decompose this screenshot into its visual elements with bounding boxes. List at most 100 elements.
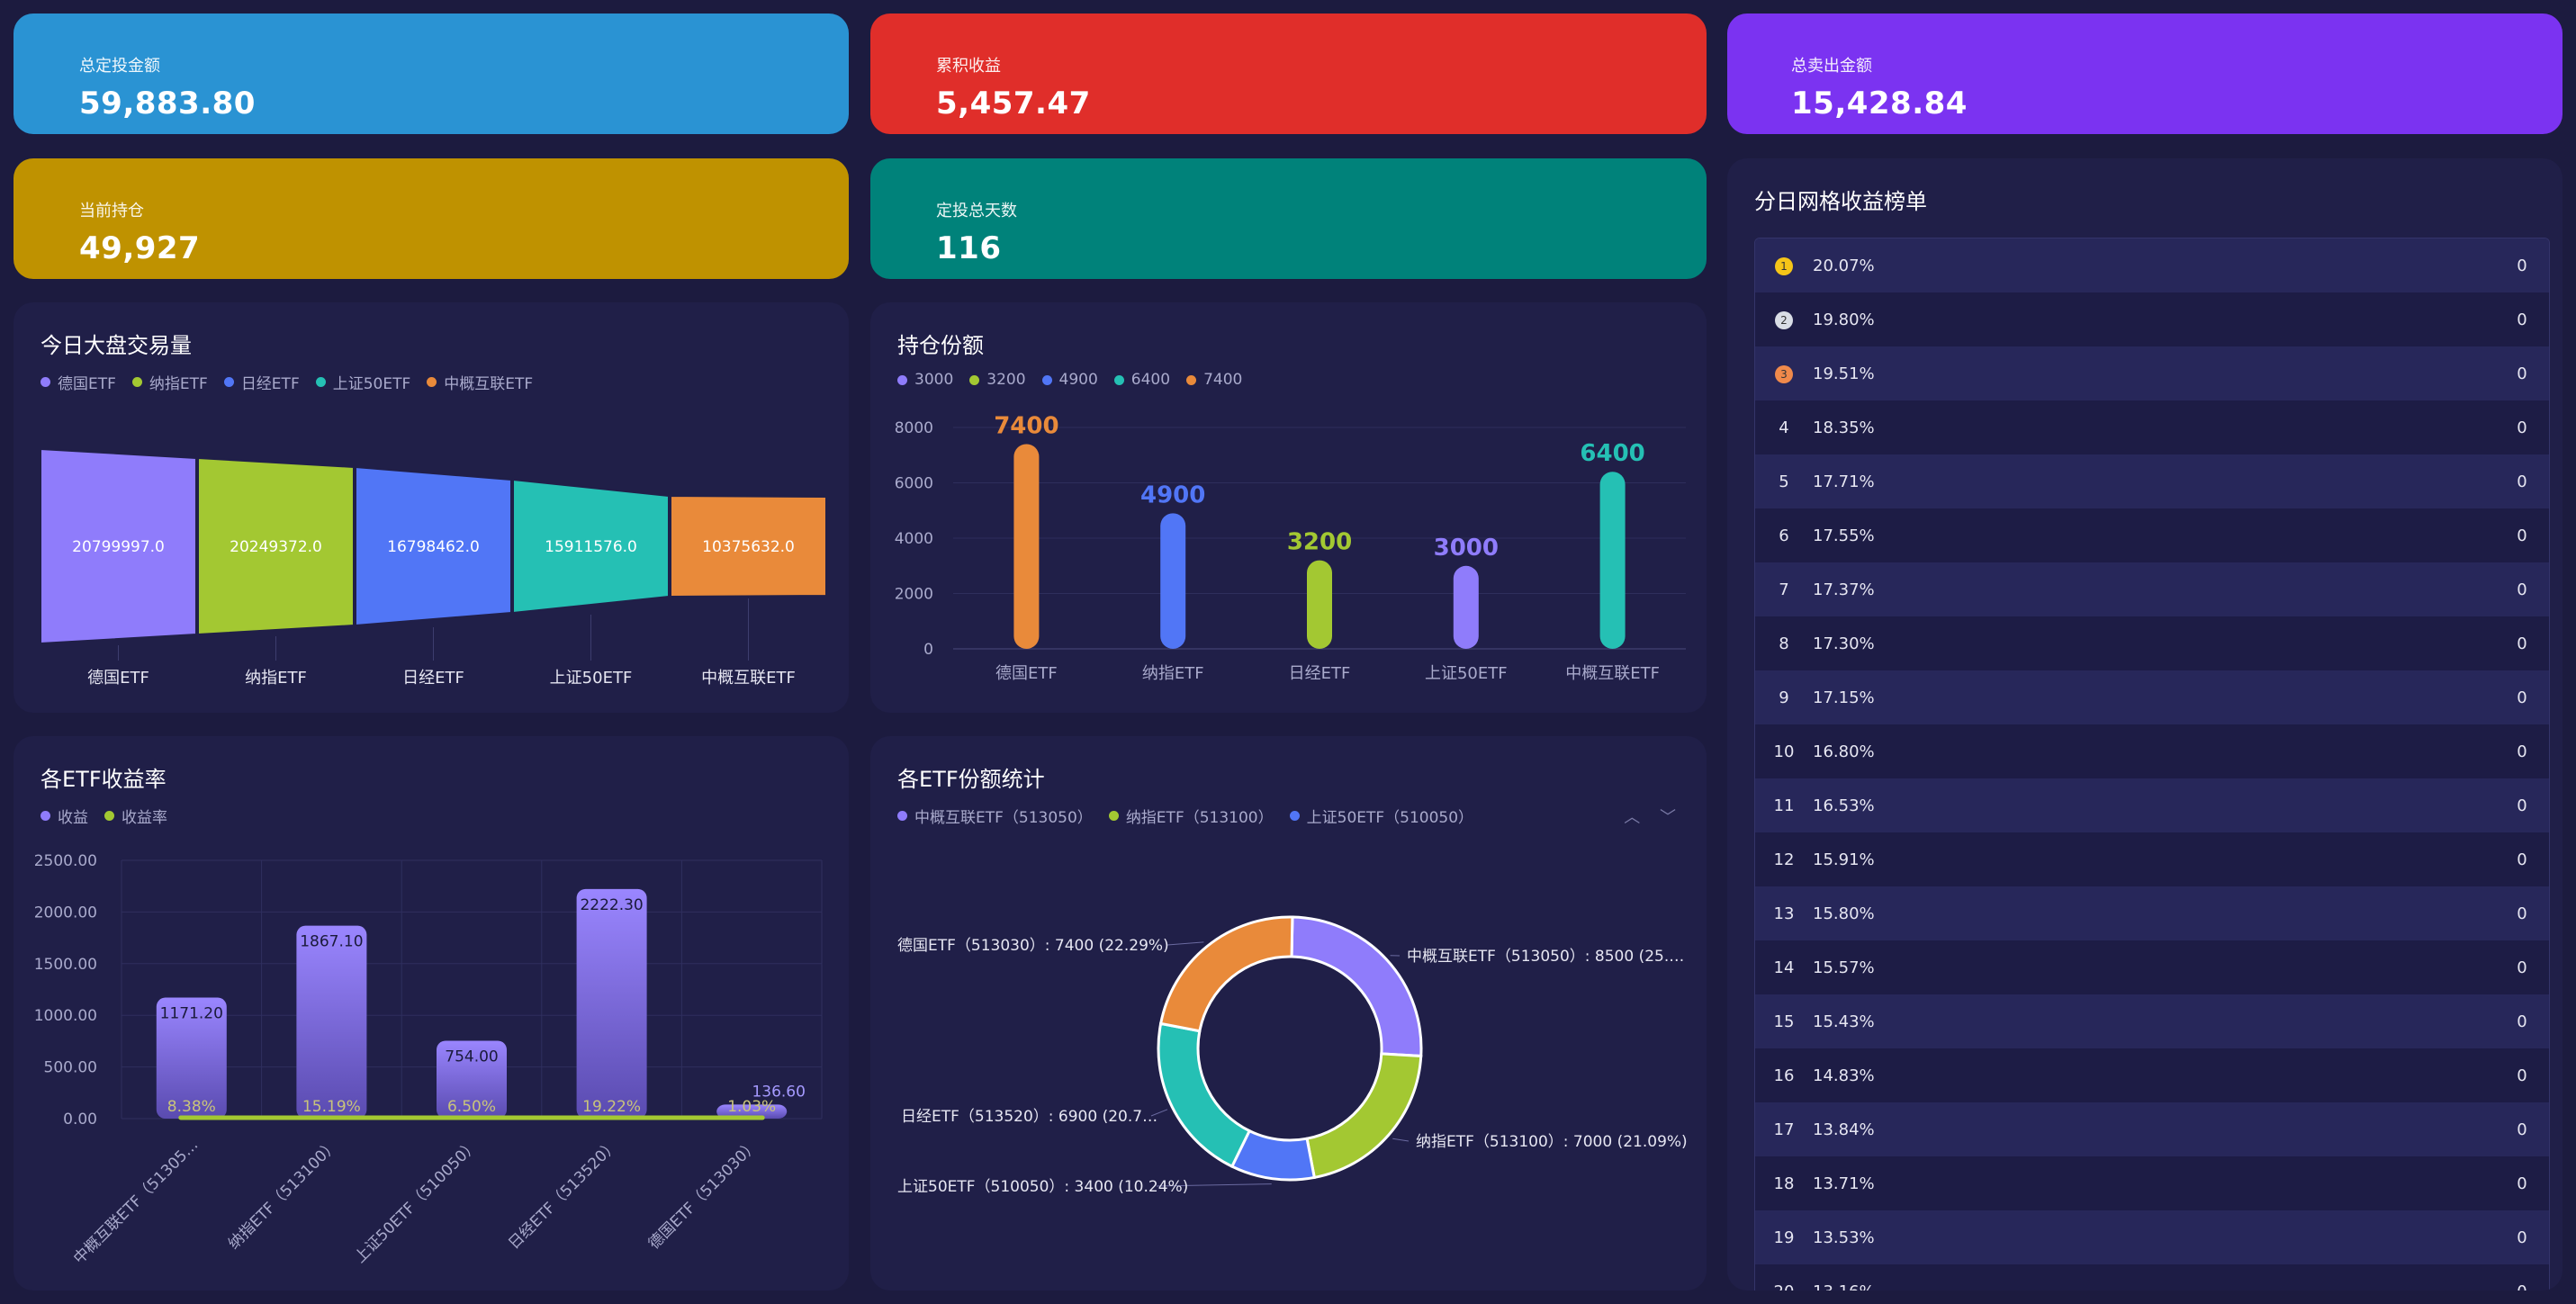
legend-dot xyxy=(315,377,326,387)
ranking-row[interactable]: 13 15.80% 0 xyxy=(1755,886,2549,940)
rank-count: 0 xyxy=(2517,1120,2527,1139)
ranking-row[interactable]: 17 13.84% 0 xyxy=(1755,1102,2549,1156)
y-tick-label: 2000 xyxy=(895,586,933,604)
ranking-row[interactable]: 10 16.80% 0 xyxy=(1755,724,2549,778)
ranking-row[interactable]: 2 19.80% 0 xyxy=(1755,292,2549,346)
funnel-category-label: 纳指ETF xyxy=(245,669,307,688)
x-tick-label: 日经ETF（513520） xyxy=(505,1136,622,1253)
holdings-bar-value: 7400 xyxy=(994,412,1058,439)
rank-count: 0 xyxy=(2517,418,2527,437)
rank-number: 7 xyxy=(1779,580,1789,599)
legend-dot xyxy=(104,811,114,821)
returns-bar xyxy=(576,888,647,1119)
legend-item[interactable]: 纳指ETF（513100） xyxy=(1108,805,1274,827)
legend-item[interactable]: 中概互联ETF（513050） xyxy=(897,805,1093,827)
rank-count: 0 xyxy=(2517,310,2527,329)
legend-item[interactable]: 收益率 xyxy=(104,805,167,827)
x-tick-label: 日经ETF xyxy=(1289,664,1351,683)
legend-item[interactable]: 3200 xyxy=(969,371,1026,389)
rank-number: 14 xyxy=(1773,958,1795,977)
returns-bar-value: 136.60 xyxy=(752,1083,805,1101)
legend-label: 7400 xyxy=(1203,371,1243,389)
ranking-row[interactable]: 7 17.37% 0 xyxy=(1755,562,2549,616)
stat-label: 总定投金额 xyxy=(79,57,160,76)
legend-item[interactable]: 3000 xyxy=(897,371,953,389)
panel-title: 各ETF份额统计 xyxy=(897,767,1045,792)
funnel-value-label: 10375632.0 xyxy=(702,538,795,556)
rank-number: 18 xyxy=(1773,1174,1795,1193)
rank-percent: 14.83% xyxy=(1813,1066,1875,1085)
stat-card-total-invest: 总定投金额 59,883.80 xyxy=(14,13,849,134)
holdings-bar xyxy=(1453,565,1479,649)
ranking-row[interactable]: 2013.16%0 xyxy=(1755,1264,2549,1291)
holdings-bar xyxy=(1599,472,1626,649)
ranking-row[interactable]: 18 13.71% 0 xyxy=(1755,1156,2549,1210)
ranking-row[interactable]: 11 16.53% 0 xyxy=(1755,778,2549,832)
legend-item[interactable]: 中概互联ETF xyxy=(427,371,533,393)
legend-label: 3200 xyxy=(986,371,1026,389)
rank-count: 0 xyxy=(2517,958,2527,977)
legend-dot xyxy=(897,811,907,821)
legend-item[interactable]: 上证50ETF（510050） xyxy=(1289,805,1473,827)
stat-label: 总卖出金额 xyxy=(1791,57,1872,76)
ranking-row[interactable]: 15 15.43% 0 xyxy=(1755,994,2549,1048)
legend-label: 中概互联ETF（513050） xyxy=(914,809,1093,827)
rank-medal-icon: 2 xyxy=(1755,310,1813,329)
ranking-row[interactable]: 6 17.55% 0 xyxy=(1755,508,2549,562)
y-tick-label: 500.00 xyxy=(44,1059,97,1077)
ranking-row[interactable]: 14 15.57% 0 xyxy=(1755,940,2549,994)
stat-value: 116 xyxy=(936,230,1002,266)
ranking-row[interactable]: 12 15.91% 0 xyxy=(1755,832,2549,886)
rank-percent: 15.91% xyxy=(1813,850,1875,869)
legend-item[interactable]: 4900 xyxy=(1041,371,1098,389)
legend-item[interactable]: 纳指ETF xyxy=(131,371,208,393)
rank-number: 6 xyxy=(1779,526,1789,545)
legend-label: 纳指ETF xyxy=(149,375,208,393)
ranking-row[interactable]: 5 17.71% 0 xyxy=(1755,454,2549,508)
ranking-row[interactable]: 19 13.53% 0 xyxy=(1755,1210,2549,1264)
ranking-row[interactable]: 9 17.15% 0 xyxy=(1755,670,2549,724)
funnel-segment xyxy=(670,494,827,598)
ranking-row[interactable]: 3 19.51% 0 xyxy=(1755,346,2549,400)
x-tick-label: 纳指ETF xyxy=(1142,664,1204,683)
legend-item[interactable]: 上证50ETF xyxy=(315,371,410,393)
stat-value: 49,927 xyxy=(79,230,201,266)
stat-card-total-sold: 总卖出金额 15,428.84 xyxy=(1727,13,2562,134)
returns-chart: 2500.00 2000.00 1500.00 1000.00 500.00 0.00 11… xyxy=(34,852,823,1268)
ranking-row[interactable]: 16 14.83% 0 xyxy=(1755,1048,2549,1102)
rank-percent: 17.15% xyxy=(1813,688,1875,707)
rank-percent: 15.80% xyxy=(1813,904,1875,923)
legend-dot xyxy=(131,377,142,387)
panel-title: 今日大盘交易量 xyxy=(41,333,192,358)
stat-label: 累积收益 xyxy=(936,57,1001,76)
rank-count: 0 xyxy=(2517,364,2527,383)
legend-item[interactable]: 6400 xyxy=(1113,371,1170,389)
panel-title: 分日网格收益榜单 xyxy=(1754,189,1927,214)
rank-count: 0 xyxy=(2517,1174,2527,1193)
legend-dot xyxy=(41,811,50,821)
legend-page-arrows[interactable]: ︿ ﹀ xyxy=(1624,808,1683,827)
y-tick-label: 1500.00 xyxy=(34,956,97,974)
returns-bar xyxy=(156,997,227,1119)
legend-item[interactable]: 日经ETF xyxy=(223,371,300,393)
legend-item[interactable]: 7400 xyxy=(1186,371,1242,389)
ranking-row[interactable]: 8 17.30% 0 xyxy=(1755,616,2549,670)
rank-number: 19 xyxy=(1773,1228,1795,1247)
x-tick-label: 纳指ETF（513100） xyxy=(225,1136,342,1253)
stat-value: 59,883.80 xyxy=(79,85,256,121)
ranking-list[interactable]: 1 20.07% 0 2 19.80% 0 3 19.51% 0 4 18.35% 0 5 17.71% 0… xyxy=(1754,238,2550,1291)
holdings-chart: 8000 6000 4000 2000 0 7400 德国ETF 4900 纳指ETF 3200 日… xyxy=(895,412,1686,683)
funnel-value-label: 20799997.0 xyxy=(72,538,165,556)
ranking-row[interactable]: 4 18.35% 0 xyxy=(1755,400,2549,454)
legend-dot xyxy=(1113,374,1124,385)
legend-item[interactable]: 德国ETF xyxy=(41,371,116,393)
legend-dot xyxy=(223,377,234,387)
legend-item[interactable]: 收益 xyxy=(41,805,88,827)
funnel-segment xyxy=(512,478,670,615)
donut-slice-label: 中概互联ETF（513050）: 8500 (25.… xyxy=(1407,948,1684,966)
returns-bar xyxy=(296,925,367,1119)
rank-percent: 17.30% xyxy=(1813,634,1875,653)
rank-count: 0 xyxy=(2517,472,2527,491)
legend-dot xyxy=(1186,374,1197,385)
ranking-row[interactable]: 1 20.07% 0 xyxy=(1755,238,2549,292)
